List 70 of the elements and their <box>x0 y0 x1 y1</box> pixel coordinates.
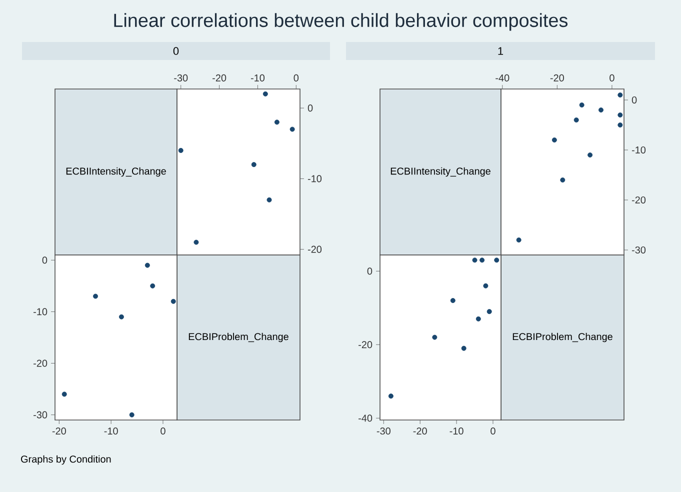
y-tick-label: -30 <box>632 246 646 254</box>
y-tick-label: -20 <box>632 196 646 204</box>
point <box>432 334 438 340</box>
point <box>516 237 522 242</box>
x-tick-label: -30 <box>376 428 390 435</box>
point <box>450 298 456 304</box>
x-tick-label: -20 <box>212 74 226 82</box>
point <box>483 283 488 288</box>
point <box>618 122 623 128</box>
y-tick-label: 0 <box>308 104 313 112</box>
point <box>194 240 199 245</box>
y-axis-title: ECBIProblem_Change <box>188 332 288 342</box>
point <box>150 283 156 288</box>
y-tick-label: -20 <box>308 246 322 253</box>
point <box>486 309 492 314</box>
point <box>290 126 295 132</box>
y-axis-title: ECBIProblem_Change <box>512 332 612 342</box>
y-axis-title: ECBIIntensity_Change <box>66 167 166 177</box>
x-tick-label: -40 <box>496 74 510 82</box>
chart-subtitle: 0 <box>173 47 179 55</box>
x-tick-label: -10 <box>104 428 118 435</box>
y-tick-label: -10 <box>308 175 322 182</box>
y-tick-label: 0 <box>42 256 48 264</box>
y-tick-label: -10 <box>632 146 646 154</box>
x-tick-label: 0 <box>610 74 614 82</box>
x-tick-label: -30 <box>174 74 188 82</box>
point <box>472 258 478 263</box>
point <box>461 346 466 351</box>
point <box>588 152 593 158</box>
point <box>129 412 134 418</box>
point <box>118 314 124 320</box>
y-tick-label: -20 <box>34 360 48 367</box>
y-tick-label: -30 <box>34 411 48 418</box>
point <box>178 148 184 153</box>
x-tick-label: 0 <box>490 428 496 435</box>
point <box>552 137 557 142</box>
point <box>274 120 280 125</box>
point <box>388 394 394 399</box>
point <box>618 112 623 118</box>
x-tick-label: -20 <box>413 428 427 435</box>
y-tick-label: -40 <box>358 414 372 422</box>
point <box>93 294 98 299</box>
point <box>574 117 579 122</box>
point <box>598 107 604 112</box>
x-tick-label: 0 <box>160 428 166 435</box>
x-tick-label: -20 <box>550 74 564 82</box>
point <box>170 298 176 304</box>
y-axis-title: ECBIIntensity_Change <box>390 167 490 177</box>
point <box>62 392 67 397</box>
point <box>579 102 584 108</box>
text: Graphs by Condition <box>21 455 111 465</box>
y-tick-label: -20 <box>358 341 372 348</box>
point <box>144 262 150 268</box>
x-tick-label: 0 <box>294 74 299 82</box>
y-tick-label: 0 <box>367 268 372 275</box>
x-tick-label: -10 <box>250 74 265 82</box>
point <box>494 258 500 263</box>
y-tick-label: 0 <box>632 96 637 104</box>
chart-subtitle: 1 <box>498 47 504 55</box>
point <box>560 177 566 182</box>
x-tick-label: -20 <box>52 428 66 435</box>
point <box>476 316 481 322</box>
point <box>251 162 256 168</box>
point <box>266 197 272 202</box>
text: Linear correlations between child behavior composites <box>114 13 568 31</box>
point <box>618 92 623 98</box>
point <box>480 258 485 263</box>
y-tick-label: -10 <box>34 308 48 316</box>
x-tick-label: -10 <box>450 428 464 435</box>
point <box>262 91 268 96</box>
